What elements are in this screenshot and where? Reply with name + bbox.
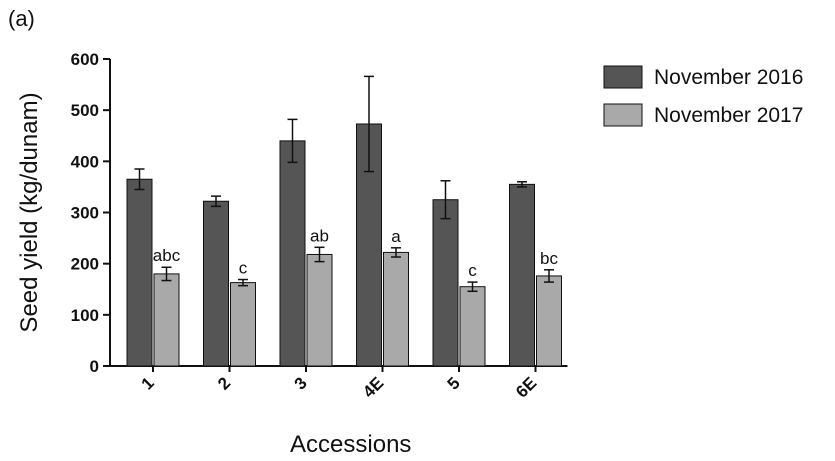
significance-label: c [468,261,477,280]
bar [509,183,535,367]
bar [536,275,562,367]
y-tick-label: 300 [71,204,99,223]
bars-group: abc c ab a c bc [126,75,562,367]
bar [279,140,306,367]
bar [383,251,409,367]
bar [153,273,180,367]
bar [306,253,333,367]
y-tick-label: 400 [71,152,99,171]
x-tick-label: 4E [359,373,387,401]
x-axis: 1 2 3 4E 5 6E [110,365,568,402]
significance-label: bc [540,249,558,268]
y-axis: 0 100 200 300 400 500 600 [71,50,111,376]
significance-label: ab [310,226,329,245]
y-tick-label: 200 [71,255,99,274]
x-tick-label: 5 [444,373,464,393]
x-tick-label: 6E [512,373,540,401]
significance-label: c [239,259,248,278]
y-tick-label: 100 [71,306,99,325]
bar [459,286,486,367]
y-axis-title: Seed yield (kg/dunam) [16,92,43,332]
legend-swatch [603,103,643,127]
y-tick-label: 0 [90,357,99,376]
significance-label: a [391,227,401,246]
panel-label: (a) [8,6,35,31]
x-axis-title: Accessions [290,431,411,458]
legend-label: November 2017 [654,104,803,127]
y-tick-label: 500 [71,101,99,120]
significance-label: abc [153,246,181,265]
bar [203,200,229,367]
x-tick-label: 1 [138,373,158,393]
x-tick-label: 3 [291,373,311,393]
legend-swatch [603,65,643,89]
bar [230,282,256,367]
x-tick-label: 2 [214,373,234,393]
bar [432,199,459,367]
legend: November 2016 November 2017 [603,65,803,127]
bar [126,178,153,367]
legend-label: November 2016 [654,66,803,89]
y-tick-label: 600 [71,50,99,69]
